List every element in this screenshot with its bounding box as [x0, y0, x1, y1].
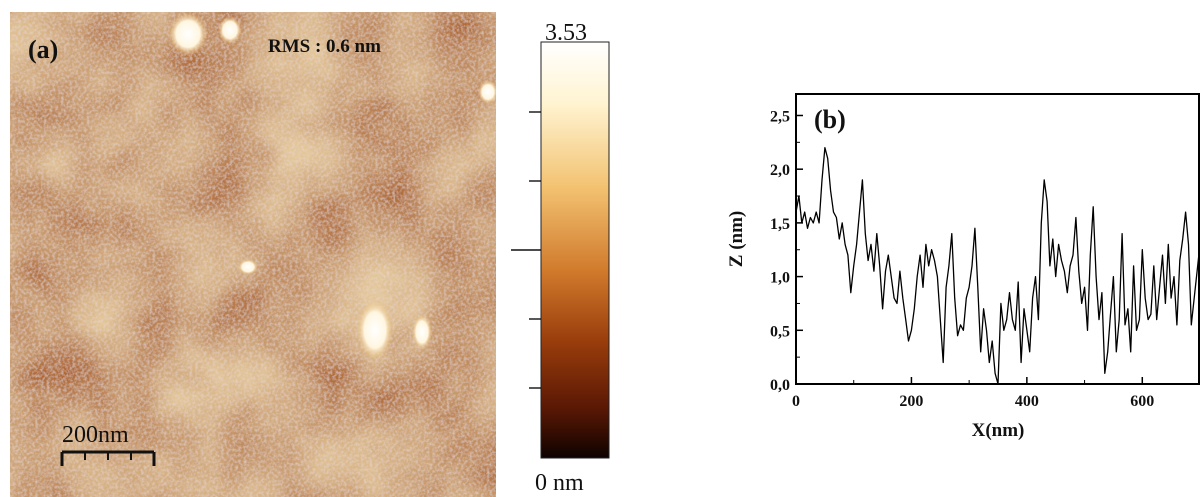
x-tick-label: 0	[792, 393, 800, 410]
scale-bar-label: 200nm	[62, 422, 129, 448]
x-tick-label: 200	[899, 393, 923, 410]
color-gradient	[540, 41, 610, 459]
panel-b-label: (b)	[814, 105, 846, 134]
color-scale-ticks	[511, 111, 541, 389]
scale-bar	[60, 450, 156, 466]
y-tick-label: 0,5	[770, 323, 790, 340]
color-scale-max: 3.53	[545, 20, 587, 46]
rms-label: RMS : 0.6 nm	[268, 36, 381, 57]
color-scale-bar: 3.53 0 nm	[511, 20, 610, 496]
x-axis-label: X(nm)	[972, 420, 1025, 441]
grain-feature	[238, 259, 258, 275]
y-axis-label: Z (nm)	[726, 211, 747, 267]
y-tick-label: 1,0	[770, 270, 790, 287]
y-tick-label: 0,0	[770, 377, 790, 394]
grain-feature	[218, 16, 242, 44]
x-tick-label: 600	[1130, 393, 1154, 410]
afm-image: (a) RMS : 0.6 nm 200nm	[10, 12, 496, 497]
grain-feature	[357, 300, 393, 360]
height-profile-chart: 0,0 0,5 1,0 1,5 2,0 2,5 0 200 400 600 (b) X(nm) Z (n…	[726, 93, 1200, 441]
y-tick-label: 2,0	[770, 162, 790, 179]
grain-feature	[412, 314, 432, 350]
profile-line	[795, 147, 1200, 385]
color-scale-min: 0 nm	[535, 470, 584, 496]
grain-feature	[168, 12, 208, 56]
y-tick-label: 2,5	[770, 108, 790, 125]
y-tick-label: 1,5	[770, 216, 790, 233]
grain-feature	[478, 80, 496, 104]
panel-a-label: (a)	[28, 35, 58, 64]
x-tick-label: 400	[1015, 393, 1039, 410]
